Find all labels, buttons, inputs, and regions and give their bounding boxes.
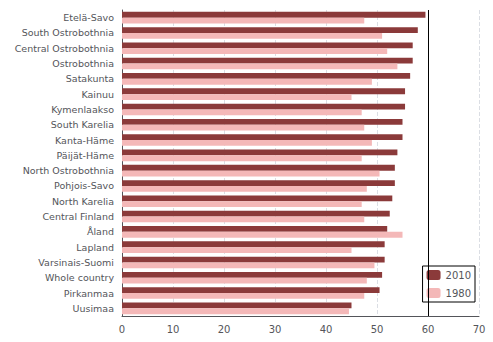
svg-text:Satakunta: Satakunta [66,73,114,84]
svg-text:Central Finland: Central Finland [42,211,114,222]
svg-text:10: 10 [167,324,180,335]
svg-text:Uusimaa: Uusimaa [73,303,114,314]
svg-text:0: 0 [119,324,125,335]
svg-text:North Ostrobothnia: North Ostrobothnia [23,165,114,176]
svg-text:40: 40 [320,324,333,335]
svg-text:30: 30 [269,324,282,335]
svg-text:Kanta-Häme: Kanta-Häme [55,135,114,146]
svg-text:Kymenlaakso: Kymenlaakso [51,104,114,115]
svg-text:Varsinais-Suomi: Varsinais-Suomi [38,257,114,268]
svg-text:South Karelia: South Karelia [51,119,114,130]
svg-text:Kainuu: Kainuu [81,89,114,100]
svg-text:Pirkanmaa: Pirkanmaa [64,288,114,299]
svg-text:Etelä-Savo: Etelä-Savo [63,12,114,23]
svg-text:Åland: Åland [87,226,114,237]
svg-text:South Ostrobothnia: South Ostrobothnia [22,27,114,38]
svg-text:20: 20 [218,324,231,335]
svg-text:Ostrobothnia: Ostrobothnia [52,58,114,69]
svg-text:Whole country: Whole country [45,272,114,283]
svg-text:Päijät-Häme: Päijät-Häme [57,150,115,161]
svg-text:North Karelia: North Karelia [52,196,114,207]
svg-text:60: 60 [422,324,435,335]
svg-text:Central Ostrobothnia: Central Ostrobothnia [15,43,114,54]
svg-text:70: 70 [473,324,486,335]
svg-text:Pohjois-Savo: Pohjois-Savo [54,180,114,191]
svg-text:1980: 1980 [446,288,471,299]
svg-text:2010: 2010 [446,270,471,281]
svg-text:50: 50 [371,324,384,335]
svg-text:Lapland: Lapland [76,242,114,253]
